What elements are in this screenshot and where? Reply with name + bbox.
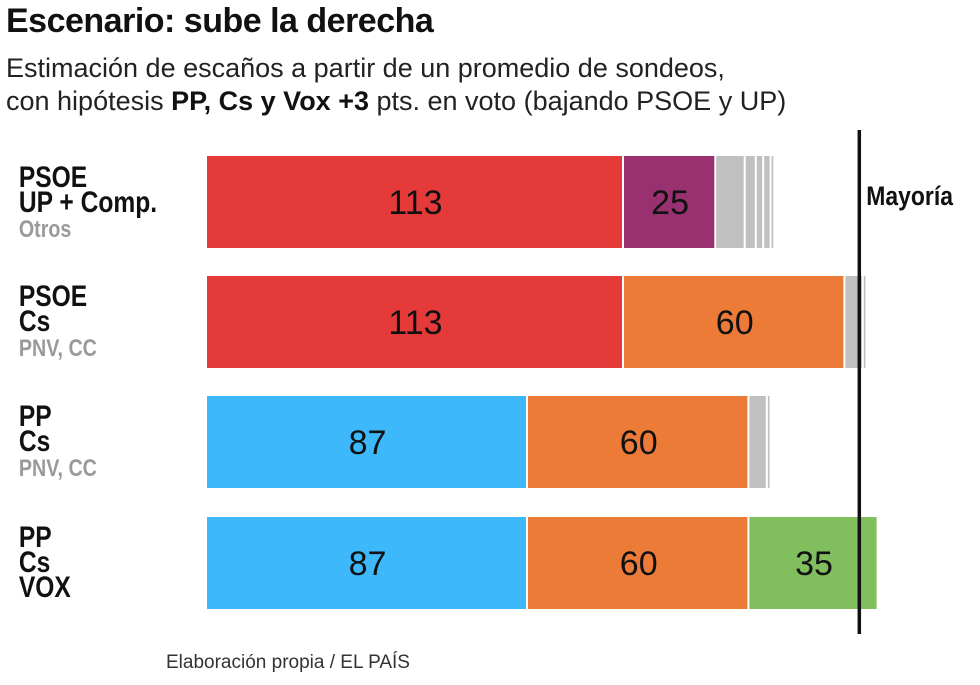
chart-title: Escenario: sube la derecha (6, 2, 434, 40)
subtitle-bold: PP, Cs y Vox +3 (171, 86, 369, 116)
row-label: PNV, CC (19, 334, 97, 361)
row-label: UP + Comp. (19, 185, 157, 219)
bar-value-label: 35 (795, 545, 833, 583)
bar-segment-otros (863, 276, 866, 368)
row-label: PSOE (19, 160, 87, 194)
bar-segment-cs (624, 276, 844, 368)
subtitle-line-2: con hipótesis PP, Cs y Vox +3 pts. en vo… (6, 85, 786, 118)
row-label: PSOE (19, 279, 87, 313)
row-label: Otros (19, 215, 71, 242)
bar-segment-otros (767, 396, 770, 488)
bar-value-label: 87 (349, 545, 387, 583)
bar-segment-cs (528, 517, 748, 609)
bar-segment-pp (207, 517, 526, 609)
bar-segment-otros (716, 156, 744, 248)
bar-segment-cs (528, 396, 748, 488)
bar-segment-otros (764, 156, 770, 248)
majority-label: Mayoría (866, 181, 954, 211)
chart-subtitle: Estimación de escaños a partir de un pro… (6, 52, 786, 118)
row-label: Cs (19, 424, 50, 458)
row-label: PP (19, 520, 52, 554)
bar-segment-otros (771, 156, 774, 248)
bar-segment-otros (756, 156, 763, 248)
row-label: Cs (19, 545, 50, 579)
bar-segment-pp (207, 396, 526, 488)
row-label: Cs (19, 304, 50, 338)
row-label: PP (19, 399, 52, 433)
bar-segment-otros (745, 156, 755, 248)
bar-segment-psoe (207, 156, 622, 248)
bar-value-label: 113 (388, 304, 442, 342)
row-label: VOX (19, 570, 72, 604)
bar-segment-psoe (207, 276, 622, 368)
bar-segment-otros (749, 396, 766, 488)
bar-value-label: 60 (716, 304, 754, 342)
bar-value-label: 60 (620, 545, 658, 583)
bar-segment-vox (749, 517, 877, 609)
bar-value-label: 25 (651, 184, 689, 222)
bar-value-label: 87 (349, 424, 387, 462)
bar-value-label: 113 (388, 184, 442, 222)
subtitle-post: pts. en voto (bajando PSOE y UP) (368, 86, 787, 116)
subtitle-line-1: Estimación de escaños a partir de un pro… (6, 53, 725, 83)
bar-segment-up-comp- (624, 156, 715, 248)
source-note: Elaboración propia / EL PAÍS (166, 652, 410, 673)
subtitle-pre: con hipótesis (6, 86, 172, 116)
row-label: PNV, CC (19, 454, 97, 481)
bar-value-label: 60 (620, 424, 658, 462)
